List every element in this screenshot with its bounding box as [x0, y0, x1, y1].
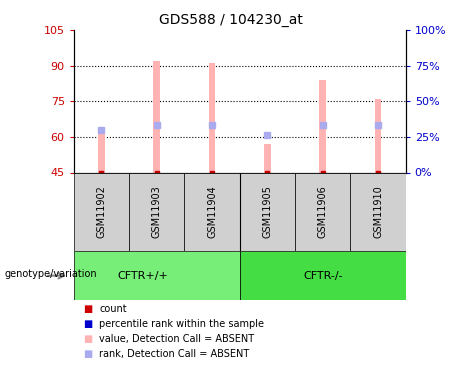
Bar	[98, 130, 105, 172]
Text: ■: ■	[83, 334, 92, 344]
Text: CFTR-/-: CFTR-/-	[303, 271, 343, 280]
Text: GSM11903: GSM11903	[152, 186, 162, 238]
Text: ■: ■	[83, 350, 92, 359]
Bar	[319, 80, 326, 172]
Text: GSM11905: GSM11905	[262, 186, 272, 238]
Text: GSM11906: GSM11906	[318, 186, 328, 238]
Bar	[264, 144, 271, 172]
Text: GSM11902: GSM11902	[96, 186, 106, 238]
Bar	[240, 172, 295, 251]
Bar	[209, 63, 215, 173]
Text: genotype/variation: genotype/variation	[5, 269, 97, 279]
Bar	[74, 251, 240, 300]
Bar	[240, 251, 406, 300]
Bar	[375, 99, 381, 172]
Bar	[154, 61, 160, 172]
Text: count: count	[99, 304, 127, 314]
Text: ■: ■	[83, 304, 92, 314]
Text: value, Detection Call = ABSENT: value, Detection Call = ABSENT	[99, 334, 254, 344]
Bar	[350, 172, 406, 251]
Bar	[74, 172, 129, 251]
Bar	[295, 172, 350, 251]
Text: rank, Detection Call = ABSENT: rank, Detection Call = ABSENT	[99, 350, 249, 359]
Text: GDS588 / 104230_at: GDS588 / 104230_at	[159, 13, 302, 27]
Bar	[129, 172, 184, 251]
Text: ■: ■	[83, 320, 92, 329]
Text: percentile rank within the sample: percentile rank within the sample	[99, 320, 264, 329]
Text: GSM11904: GSM11904	[207, 186, 217, 238]
Text: GSM11910: GSM11910	[373, 186, 383, 238]
Bar	[184, 172, 240, 251]
Text: CFTR+/+: CFTR+/+	[118, 271, 168, 280]
